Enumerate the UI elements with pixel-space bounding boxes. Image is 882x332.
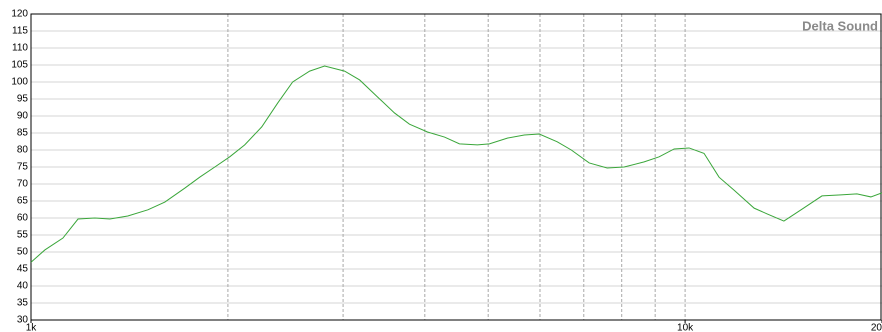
y-tick-label: 30 [17, 315, 29, 326]
y-tick-label: 65 [17, 196, 29, 207]
y-tick-label: 90 [17, 111, 29, 122]
data-line [30, 65, 882, 263]
y-tick-label: 35 [17, 298, 29, 309]
y-tick-label: 70 [17, 179, 29, 190]
y-tick-label: 115 [12, 26, 28, 37]
x-tick-label: 20 [871, 323, 882, 332]
plot-frame [30, 13, 882, 321]
y-tick-label: 105 [11, 60, 28, 71]
chart-title: Delta Sound [802, 18, 878, 33]
y-tick-label: 100 [11, 77, 28, 88]
y-tick-label: 55 [17, 230, 29, 241]
y-tick-label: 120 [11, 9, 28, 20]
y-tick-label: 50 [17, 247, 29, 258]
x-tick-label: 10k [677, 323, 694, 332]
y-tick-label: 45 [17, 264, 29, 275]
y-tick-label: 110 [12, 43, 28, 54]
x-tick-label: 1k [26, 323, 38, 332]
y-tick-label: 75 [17, 162, 29, 173]
y-tick-label: 85 [17, 128, 29, 139]
y-tick-label: 40 [17, 281, 29, 292]
y-tick-label: 95 [17, 94, 29, 105]
y-tick-label: 60 [17, 213, 29, 224]
y-tick-label: 80 [17, 145, 29, 156]
